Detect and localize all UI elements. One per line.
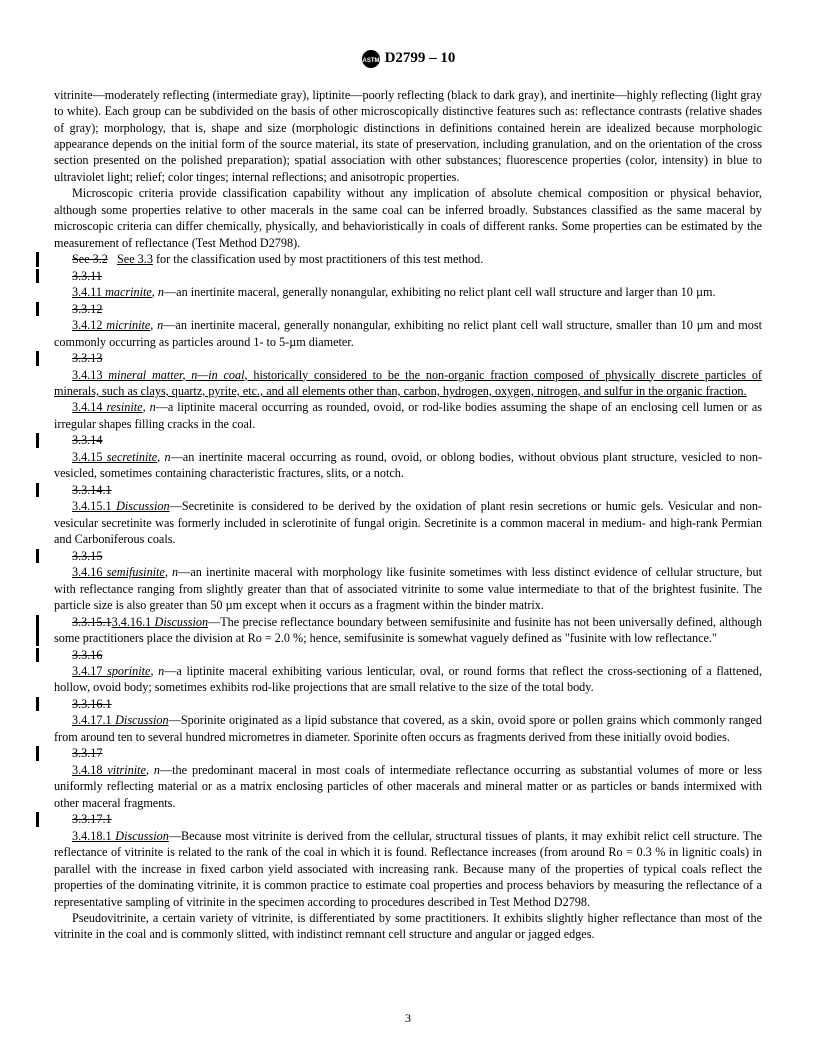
svg-text:ASTM: ASTM <box>362 58 379 64</box>
struck-3311: 3.3.11 <box>54 268 762 284</box>
designation-text: D2799 – 10 <box>385 50 456 66</box>
def-3413: 3.4.13 mineral matter, n—in coal, histor… <box>54 367 762 400</box>
intro-para-2: Microscopic criteria provide classificat… <box>54 185 762 251</box>
page-number: 3 <box>0 1010 816 1026</box>
see-old: See 3.2 <box>72 252 108 266</box>
struck-33141: 3.3.14.1 <box>54 482 762 498</box>
struck-3312: 3.3.12 <box>54 301 762 317</box>
struck-3314: 3.3.14 <box>54 432 762 448</box>
intro-para-1: vitrinite—moderately reflecting (interme… <box>54 87 762 186</box>
struck-33161: 3.3.16.1 <box>54 696 762 712</box>
page-header: ASTM D2799 – 10 <box>54 48 762 69</box>
def-3414: 3.4.14 resinite, n—a liptinite maceral o… <box>54 399 762 432</box>
see-rest: for the classification used by most prac… <box>153 252 483 266</box>
disc-34151: 3.4.15.1 Discussion—Secretinite is consi… <box>54 498 762 547</box>
def-3416: 3.4.16 semifusinite, n—an inertinite mac… <box>54 564 762 613</box>
disc-34171: 3.4.17.1 Discussion—Sporinite originated… <box>54 712 762 745</box>
def-3412: 3.4.12 micrinite, n—an inertinite macera… <box>54 317 762 350</box>
struck-3317: 3.3.17 <box>54 745 762 761</box>
astm-logo-icon: ASTM <box>361 49 381 69</box>
struck-3316: 3.3.16 <box>54 647 762 663</box>
see-new: See 3.3 <box>117 252 153 266</box>
def-3417: 3.4.17 sporinite, n—a liptinite maceral … <box>54 663 762 696</box>
def-3415: 3.4.15 secretinite, n—an inertinite mace… <box>54 449 762 482</box>
def-3418: 3.4.18 vitrinite, n—the predominant mace… <box>54 762 762 811</box>
struck-3315: 3.3.15 <box>54 548 762 564</box>
disc-34181: 3.4.18.1 Discussion—Because most vitrini… <box>54 828 762 910</box>
pseudo-para: Pseudovitrinite, a certain variety of vi… <box>54 910 762 943</box>
def-3411: 3.4.11 macrinite, n—an inertinite macera… <box>54 284 762 300</box>
see-line: See 3.2 See 3.3 for the classification u… <box>54 251 762 267</box>
disc-34161-line: 3.3.15.13.4.16.1 Discussion—The precise … <box>54 614 762 647</box>
struck-3313: 3.3.13 <box>54 350 762 366</box>
struck-33171: 3.3.17.1 <box>54 811 762 827</box>
